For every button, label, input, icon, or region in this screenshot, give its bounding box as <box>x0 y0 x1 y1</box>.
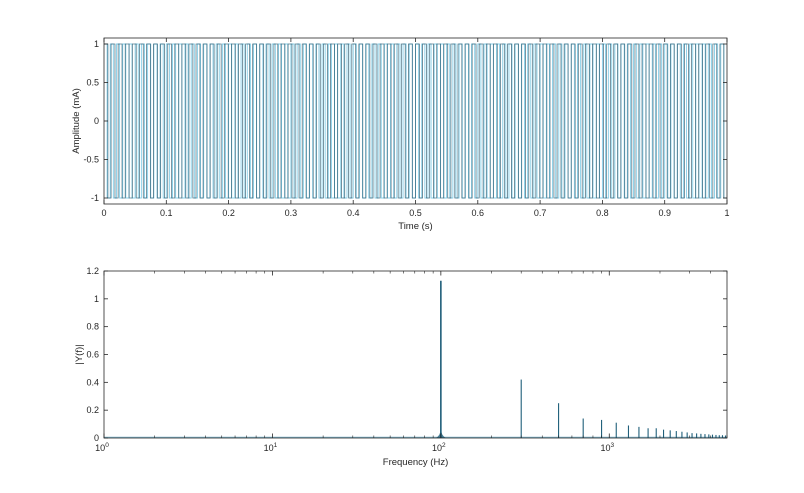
time-series-traces <box>104 43 727 199</box>
time-plot-ticks: 0 0.1 0.2 0.3 0.4 0.5 0.6 0.7 0.8 0.9 1 1 0.5 0 -0.5 -1 <box>83 38 730 218</box>
x-tick-label: 103 <box>600 442 614 453</box>
x-tick-exponent: 2 <box>442 442 446 449</box>
y-tick-label: 1 <box>94 294 99 304</box>
y-tick-label: 0.5 <box>86 78 99 88</box>
square-wave-dark <box>104 43 727 199</box>
x-tick-label: 0.2 <box>222 208 235 218</box>
x-tick-label: 0.4 <box>347 208 360 218</box>
x-tick-label: 0.7 <box>534 208 547 218</box>
x-tick-label: 1 <box>724 208 729 218</box>
x-tick-base: 10 <box>432 443 442 453</box>
x-tick-exponent: 3 <box>610 442 614 449</box>
x-tick-base: 10 <box>264 443 274 453</box>
x-tick-label: 0.8 <box>596 208 609 218</box>
x-tick-exponent: 0 <box>105 442 109 449</box>
x-tick-label: 0.3 <box>285 208 298 218</box>
y-tick-label: 0.2 <box>86 405 99 415</box>
y-tick-label: 0 <box>94 116 99 126</box>
x-tick-label: 0.9 <box>658 208 671 218</box>
frequency-x-axis-label: Frequency (Hz) <box>383 457 448 468</box>
x-tick-label: 0.5 <box>409 208 422 218</box>
x-tick-exponent: 1 <box>274 442 278 449</box>
y-tick-label: 0 <box>94 433 99 443</box>
x-tick-label: 0 <box>101 208 106 218</box>
x-tick-base: 10 <box>95 443 105 453</box>
y-tick-label: -0.5 <box>83 155 99 165</box>
y-tick-label: -1 <box>91 193 99 203</box>
y-tick-label: 1.2 <box>86 266 99 276</box>
frequency-y-axis-label: |Y(f)| <box>74 344 85 364</box>
y-tick-label: 0.6 <box>86 350 99 360</box>
spectrum-traces <box>104 280 727 438</box>
y-tick-label: 1 <box>94 39 99 49</box>
x-tick-label: 100 <box>95 442 109 453</box>
time-x-axis-label: Time (s) <box>398 221 432 232</box>
y-tick-label: 0.4 <box>86 377 99 387</box>
x-tick-label: 102 <box>432 442 446 453</box>
x-tick-label: 101 <box>264 442 278 453</box>
y-tick-label: 0.8 <box>86 322 99 332</box>
x-tick-base: 10 <box>600 443 610 453</box>
x-tick-label: 0.1 <box>160 208 173 218</box>
x-tick-label: 0.6 <box>472 208 485 218</box>
time-y-axis-label: Amplitude (mA) <box>71 88 82 153</box>
time-domain-plot: 0 0.1 0.2 0.3 0.4 0.5 0.6 0.7 0.8 0.9 1 1 0.5 0 -0.5 -1… <box>71 37 730 232</box>
